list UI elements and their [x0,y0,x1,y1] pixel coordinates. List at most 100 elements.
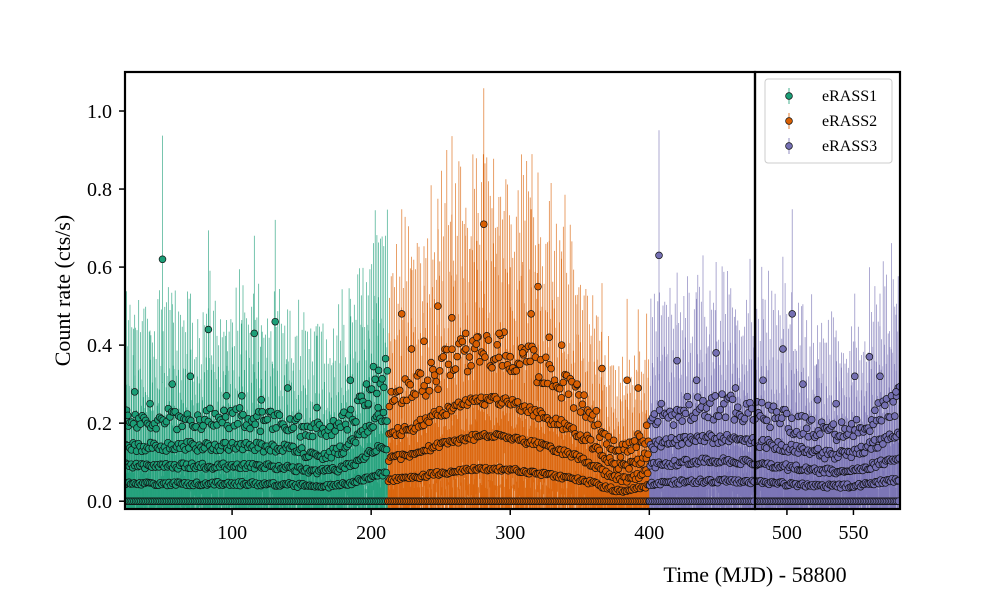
point-erass3-114 [685,400,693,409]
point-erass2-279 [481,353,489,361]
point-erass2-504 [559,378,568,387]
point-erass2-765 [545,333,553,342]
point-erass1-768 [283,384,292,392]
point-erass2-369 [512,367,521,375]
point-erass1-324 [234,420,242,428]
point-erass3-609 [852,415,861,424]
point-erass1-284 [220,406,228,415]
point-erass2-767 [573,380,581,388]
point-erass2-114 [423,376,432,385]
point-erass2-762 [518,349,527,357]
point-erass3-94 [678,417,686,425]
point-erass3-499 [816,430,824,438]
point-erass1-767 [271,317,279,326]
point-erass2-761 [506,353,514,361]
point-erass2-104 [420,381,428,390]
point-erass1-771 [364,399,373,408]
point-erass3-743 [712,349,720,357]
point-erass3-684 [877,416,886,425]
point-erass1-339 [239,410,247,419]
point-erass1-289 [221,413,230,421]
point-erass2-199 [453,352,461,361]
point-erass1-760 [168,380,177,388]
point-erass3-154 [699,396,707,405]
point-erass2-124 [427,358,435,367]
point-erass2-79 [411,390,420,399]
point-erass3-369 [773,408,781,416]
y-tick-label: 0.8 [87,179,112,201]
point-erass2-753 [407,345,416,353]
point-erass1-766 [257,396,266,404]
y-tick-label: 0.2 [87,413,112,435]
point-erass3-754 [892,388,900,396]
legend-label-erass3: eRASS3 [822,138,877,155]
point-erass1-759 [158,255,167,264]
y-axis-label: Count rate (cts/s) [50,215,75,367]
point-erass3-736 [895,476,900,485]
point-erass2-770 [634,384,642,392]
point-erass1-389 [256,427,265,436]
point-erass1-664 [352,418,360,426]
point-erass1-694 [362,380,371,388]
point-erass1-539 [308,432,317,441]
point-erass2-693 [625,465,633,473]
point-erass3-474 [807,415,816,424]
point-erass2-499 [557,394,566,402]
point-erass2-299 [488,364,496,372]
point-erass2-752 [398,310,406,318]
point-erass3-104 [681,409,690,418]
point-erass1-329 [235,404,244,412]
point-erass2-109 [422,392,430,400]
point-erass1-763 [222,392,231,400]
point-erass2-94 [416,369,425,378]
point-erass1-753 [383,417,391,425]
point-erass2-755 [434,302,442,310]
point-erass1-754 [383,367,392,375]
point-erass2-278 [480,401,489,409]
point-erass2-409 [526,357,534,366]
point-erass2-159 [439,352,448,361]
point-erass3-34 [657,399,666,408]
point-erass2-766 [557,341,566,349]
point-erass1-744 [380,383,388,392]
point-erass2-764 [534,282,542,291]
point-erass2-564 [580,391,588,399]
point-erass2-224 [462,345,470,353]
point-erass2-319 [495,353,503,362]
point-erass1-752 [382,445,391,454]
point-erass3-199 [714,412,723,420]
point-erass3-753 [876,372,884,381]
point-erass2-174 [444,360,453,369]
point-erass1-756 [125,411,132,420]
point-erass3-564 [837,418,846,426]
point-erass1-762 [204,325,213,334]
point-erass2-763 [527,310,535,318]
point-erass3-69 [669,421,678,429]
point-erass2-748 [644,450,652,458]
point-erass3-239 [728,395,737,404]
point-erass1-709 [367,385,376,393]
point-erass2-168 [442,411,451,419]
point-erass3-748 [799,380,807,388]
point-erass1-649 [347,405,355,414]
point-erass1-164 [178,422,186,431]
legend-label-erass2: eRASS2 [822,113,877,130]
point-erass2-747 [643,469,652,478]
point-erass1-484 [289,423,298,432]
y-tick-label: 0.0 [87,491,112,513]
point-erass2-714 [632,443,641,452]
legend-label-erass1: eRASS1 [822,88,877,105]
point-erass2-768 [598,364,606,373]
x-tick-label: 200 [356,522,386,544]
point-erass1-589 [326,422,334,431]
y-tick-label: 0.6 [87,257,112,279]
point-erass3-694 [881,401,889,410]
point-erass2-214 [458,337,467,346]
point-erass1-359 [246,424,254,433]
point-erass3-189 [711,392,719,400]
point-erass1-444 [275,411,284,419]
point-erass2-599 [592,407,601,415]
point-erass2-494 [556,384,564,393]
